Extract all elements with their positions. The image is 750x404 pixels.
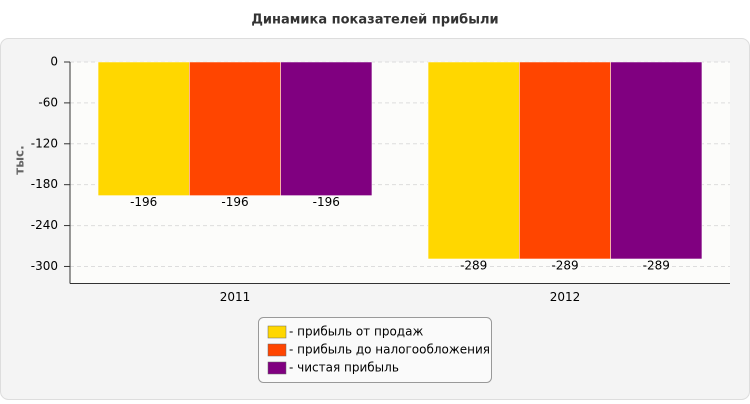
y-tick-label: -180 [31, 177, 58, 191]
legend-swatch [267, 325, 287, 339]
data-label: -196 [221, 195, 248, 209]
data-label: -196 [313, 195, 340, 209]
x-tick-label: 2012 [550, 290, 581, 304]
y-tick-label: -300 [31, 259, 58, 273]
data-label: -196 [130, 195, 157, 209]
legend-swatch [267, 343, 287, 357]
data-label: -289 [551, 258, 578, 272]
y-tick-label: 0 [50, 55, 58, 69]
legend-label: - прибыль до налогообложения [289, 343, 490, 357]
legend-swatch [267, 361, 287, 375]
data-label: -289 [460, 258, 487, 272]
legend [258, 317, 492, 383]
y-tick-label: -60 [38, 95, 58, 109]
bar [519, 61, 611, 260]
bar [189, 61, 281, 196]
legend-label: - чистая прибыль [289, 361, 399, 375]
chart-title: Динамика показателей прибыли [251, 13, 498, 28]
bar [610, 61, 703, 260]
bar [427, 61, 520, 260]
y-tick-label: -240 [31, 218, 58, 232]
y-axis-label: тыс. [13, 145, 27, 174]
bar [97, 61, 190, 196]
bar [280, 61, 373, 196]
data-label: -289 [643, 258, 670, 272]
x-tick-label: 2011 [220, 290, 251, 304]
y-tick-label: -120 [31, 136, 58, 150]
legend-label: - прибыль от продаж [289, 325, 423, 339]
